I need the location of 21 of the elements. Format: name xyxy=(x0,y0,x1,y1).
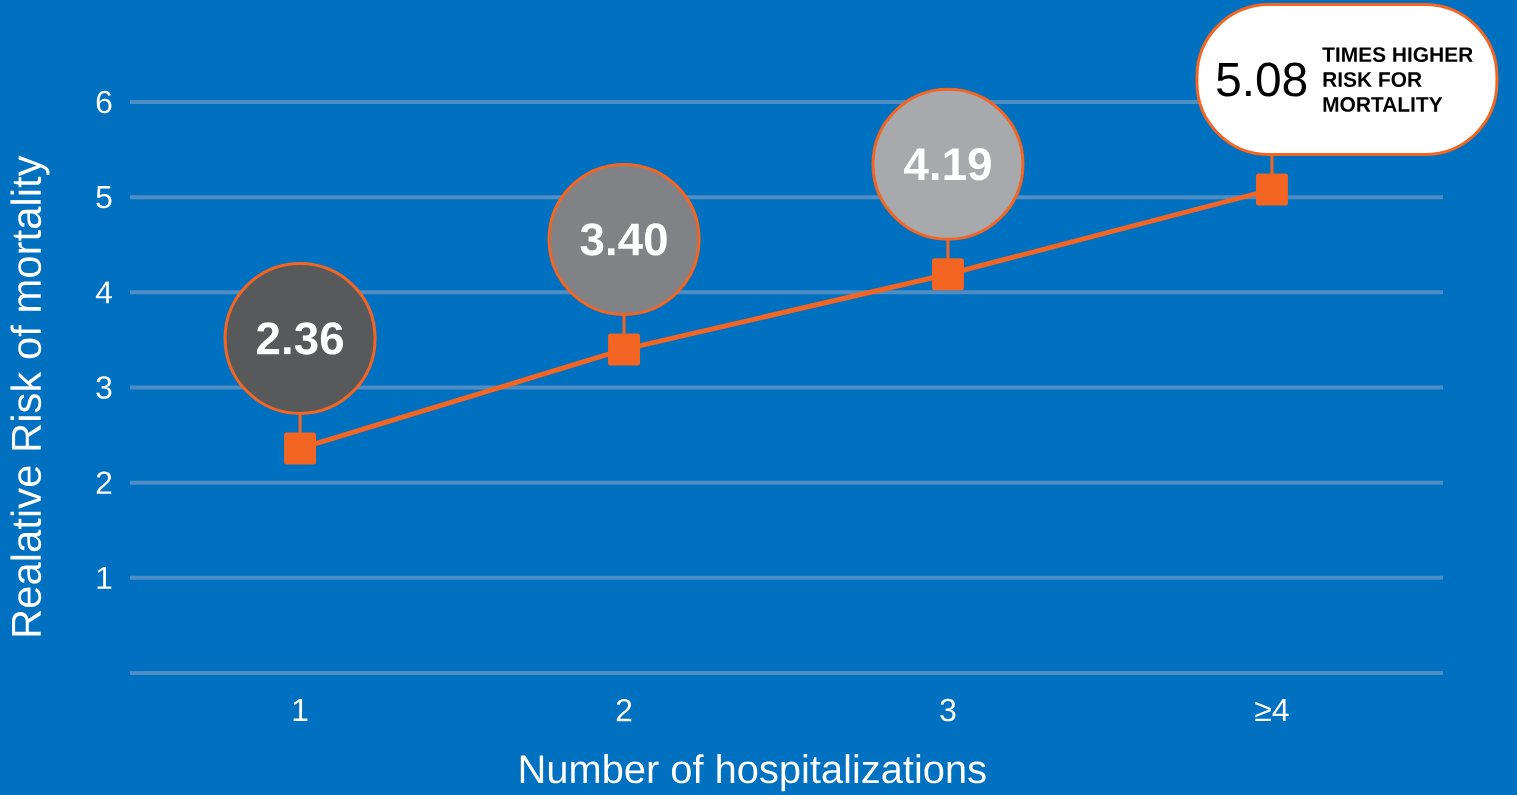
y-tick-label: 3 xyxy=(96,376,112,399)
x-tick-label: 2 xyxy=(616,698,632,722)
point xyxy=(931,258,964,291)
y-axis-title: Realative Risk of mortality xyxy=(10,155,50,636)
y-tick-label: 1 xyxy=(97,566,112,589)
x-axis-title: Number of hospitalizations xyxy=(520,754,986,792)
data-label: 5.08 xyxy=(1217,62,1307,97)
x-tick-label: 3 xyxy=(940,698,956,722)
y-tick-label: 5 xyxy=(96,186,112,209)
y-tick-label: 6 xyxy=(96,90,112,114)
point xyxy=(608,333,641,366)
y-tick-label: 4 xyxy=(95,281,112,304)
point xyxy=(284,432,317,465)
x-tick-label: 1 xyxy=(293,699,308,721)
y-tick-label: 2 xyxy=(96,471,112,494)
data-label: 3.40 xyxy=(580,223,667,256)
data-label: 2.36 xyxy=(257,322,344,355)
point xyxy=(1255,173,1288,206)
x-tick-label: ≥4 xyxy=(1255,699,1289,721)
annotation: TIMES HIGHER RISK FOR MORTALITY xyxy=(1322,47,1473,112)
data-label: 4.19 xyxy=(904,148,991,181)
